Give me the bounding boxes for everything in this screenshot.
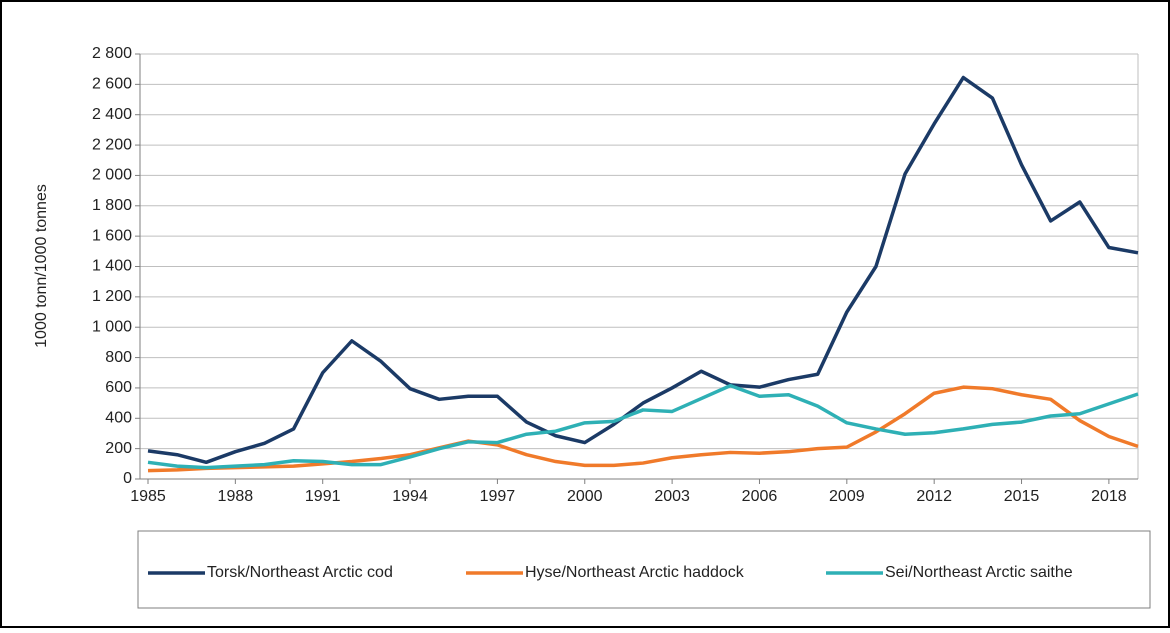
x-tick-label: 2012	[916, 488, 952, 505]
series-line	[147, 75, 1139, 465]
legend-box	[137, 530, 1151, 609]
y-tick-label: 1 800	[92, 197, 132, 214]
y-tick-label: 800	[105, 349, 132, 366]
x-tick-label: 2015	[1004, 488, 1040, 505]
y-tick-label: 200	[105, 440, 132, 457]
x-tick-label: 1994	[392, 488, 428, 505]
x-tick-label: 2009	[829, 488, 865, 505]
x-tick-label: 1985	[130, 488, 166, 505]
y-tick-label: 1 200	[92, 288, 132, 305]
x-tick-label: 2003	[654, 488, 690, 505]
y-tick-label: 2 400	[92, 106, 132, 123]
y-tick-label: 1 000	[92, 318, 132, 335]
legend-label: Torsk/Northeast Arctic cod	[207, 564, 393, 581]
legend-label: Sei/Northeast Arctic saithe	[885, 564, 1073, 581]
y-tick-label: 2 600	[92, 76, 132, 93]
y-tick-label: 2 000	[92, 167, 132, 184]
series-line	[147, 385, 1139, 473]
x-tick-label: 1988	[218, 488, 254, 505]
x-tick-label: 2000	[567, 488, 603, 505]
series-line	[147, 383, 1139, 470]
x-tick-label: 1991	[305, 488, 341, 505]
y-tick-label: 400	[105, 410, 132, 427]
y-tick-label: 1 400	[92, 258, 132, 275]
y-tick-label: 2 800	[92, 45, 132, 62]
x-tick-label: 1997	[480, 488, 516, 505]
y-tick-label: 2 200	[92, 136, 132, 153]
y-axis-label: 1000 tonn/1000 tonnes	[33, 184, 50, 348]
legend-label: Hyse/Northeast Arctic haddock	[525, 564, 745, 581]
x-tick-label: 2018	[1091, 488, 1127, 505]
y-tick-label: 0	[123, 470, 132, 487]
x-tick-label: 2006	[742, 488, 778, 505]
y-tick-label: 600	[105, 379, 132, 396]
y-tick-label: 1 600	[92, 227, 132, 244]
